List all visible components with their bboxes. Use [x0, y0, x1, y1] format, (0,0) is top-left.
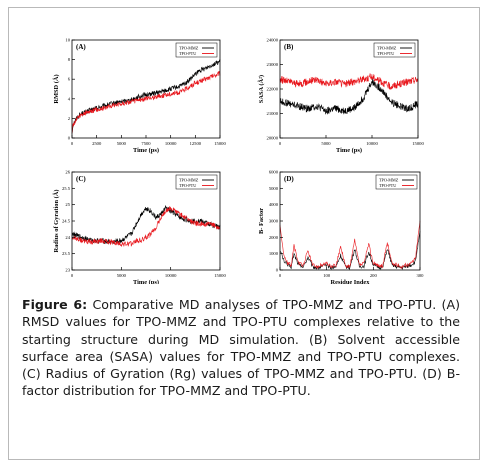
- caption-text: Comparative MD analyses of TPO-MMZ and T…: [22, 297, 460, 399]
- y-tick-label: 4: [68, 96, 71, 101]
- series-tpo-mmz: [279, 231, 421, 271]
- y-axis-label: B- Factor: [258, 208, 265, 234]
- x-tick-label: 5000: [117, 273, 127, 278]
- series-tpo-mmz: [279, 78, 419, 115]
- y-tick-label: 23.5: [62, 251, 71, 256]
- x-tick-label: 0: [279, 141, 282, 146]
- y-tick-label: 0: [68, 136, 71, 141]
- legend-label: TPO-MMZ: [379, 178, 399, 183]
- legend-label: TPO-PTU: [377, 51, 394, 56]
- y-tick-label: 23000: [267, 62, 279, 67]
- y-tick-label: 6: [68, 77, 71, 82]
- x-tick-label: 10000: [165, 273, 177, 278]
- series-tpo-mmz: [71, 59, 221, 134]
- series-tpo-ptu: [279, 220, 421, 270]
- x-tick-label: 12500: [190, 141, 202, 146]
- panel-c: 0 5000 10000 15000 23 23.5 24 24.5 25 25.5 26 Time …: [52, 170, 226, 285]
- x-tick-label: 5000: [117, 141, 127, 146]
- x-tick-label: 0: [71, 273, 74, 278]
- x-axis-label: Time (ps): [133, 147, 159, 154]
- y-axis-label: RMSD (Å): [52, 74, 60, 103]
- y-tick-label: 23: [65, 268, 70, 273]
- y-tick-label: 6000: [269, 170, 279, 175]
- y-tick-label: 25.5: [62, 186, 71, 191]
- y-tick-label: 22000: [267, 87, 279, 92]
- x-axis-label: Time (ps): [133, 279, 159, 284]
- x-tick-label: 0: [71, 141, 74, 146]
- legend-label: TPO-PTU: [379, 183, 396, 188]
- x-axis-label: Time (ps): [336, 147, 362, 154]
- y-axis-label: Radius of Gyration (Å): [52, 189, 60, 252]
- x-tick-label: 10000: [366, 141, 378, 146]
- legend-label: TPO-PTU: [179, 51, 196, 56]
- x-tick-label: 200: [370, 273, 378, 278]
- x-tick-label: 2500: [92, 141, 102, 146]
- figure-caption: Figure 6: Comparative MD analyses of TPO…: [22, 296, 460, 400]
- y-tick-label: 3000: [269, 219, 279, 224]
- x-tick-label: 100: [323, 273, 331, 278]
- y-tick-label: 10: [65, 38, 70, 43]
- caption-label: Figure 6:: [22, 297, 88, 312]
- y-tick-label: 0: [276, 268, 279, 273]
- x-tick-label: 0: [279, 273, 282, 278]
- panel-b: 0 5000 10000 15000 20000 21000 22000 23000 24000…: [257, 38, 424, 155]
- panel-label: (B): [284, 43, 294, 51]
- y-tick-label: 2000: [269, 235, 279, 240]
- y-tick-label: 5000: [269, 186, 279, 191]
- x-tick-label: 300: [417, 273, 425, 278]
- legend-label: TPO-PTU: [179, 183, 196, 188]
- y-tick-label: 21000: [267, 111, 279, 116]
- legend-label: TPO-MMZ: [377, 46, 397, 51]
- x-tick-label: 15000: [412, 141, 424, 146]
- x-tick-label: 15000: [214, 141, 226, 146]
- panel-label: (A): [76, 43, 86, 51]
- panel-a: 0 2500 5000 7500 10000 12500 15000 0 2 4 6 8 10 Time …: [52, 38, 226, 155]
- legend-label: TPO-MMZ: [179, 46, 199, 51]
- series-tpo-ptu: [71, 70, 221, 133]
- y-tick-label: 24000: [267, 38, 279, 43]
- y-tick-label: 20000: [267, 136, 279, 141]
- x-tick-label: 10000: [165, 141, 177, 146]
- y-tick-label: 26: [65, 170, 70, 175]
- y-tick-label: 25: [65, 202, 70, 207]
- panel-label: (D): [284, 175, 294, 183]
- y-tick-label: 1000: [269, 251, 279, 256]
- series-tpo-ptu: [279, 73, 419, 90]
- y-axis-label: SASA (Å²): [257, 75, 265, 103]
- y-tick-label: 4000: [269, 202, 279, 207]
- y-tick-label: 24.5: [62, 219, 71, 224]
- panel-d: 0 100 200 3000100020003000400050006000Resid…: [258, 170, 424, 285]
- y-tick-label: 24: [65, 235, 70, 240]
- x-tick-label: 5000: [321, 141, 331, 146]
- x-tick-label: 7500: [141, 141, 151, 146]
- legend-label: TPO-MMZ: [179, 178, 199, 183]
- series-tpo-ptu: [71, 206, 221, 248]
- y-tick-label: 2: [68, 116, 71, 121]
- panel-label: (C): [76, 175, 86, 183]
- x-axis-label: Residue Index: [331, 279, 371, 284]
- figure-panels: 0 2500 5000 7500 10000 12500 150000246810Time …: [52, 38, 424, 285]
- y-tick-label: 8: [68, 57, 71, 62]
- x-tick-label: 15000: [214, 273, 226, 278]
